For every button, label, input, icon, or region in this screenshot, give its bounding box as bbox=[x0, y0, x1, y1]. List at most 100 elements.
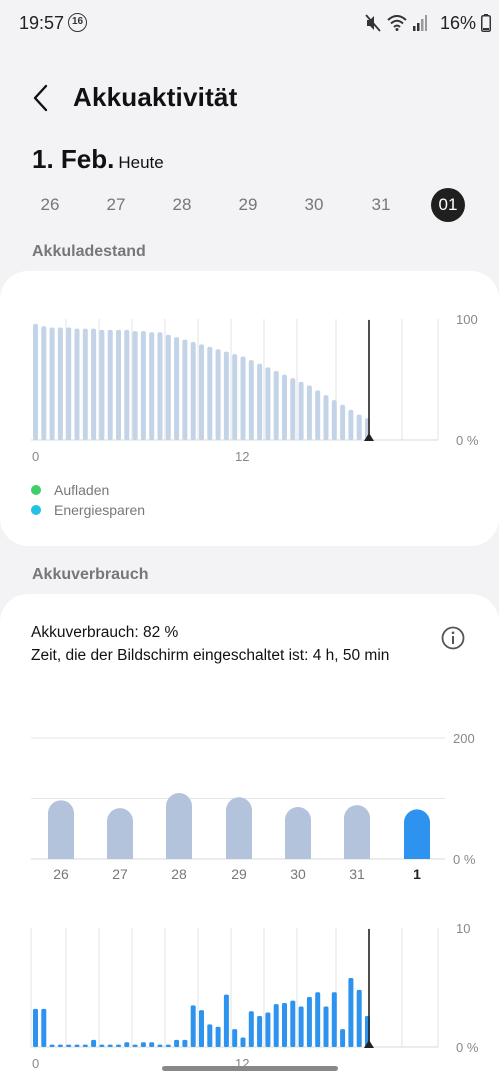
hourly-usage-bar bbox=[340, 1029, 346, 1047]
hourly-usage-bar bbox=[140, 1042, 146, 1047]
hourly-usage-bar bbox=[190, 1005, 196, 1047]
hourly-usage-bar bbox=[74, 1044, 80, 1047]
now-marker-arrow bbox=[364, 433, 374, 441]
weekly-usage-bar bbox=[344, 805, 370, 859]
battery-level-bar bbox=[99, 329, 105, 440]
battery-level-bar bbox=[33, 323, 38, 440]
date-label: Heute bbox=[118, 153, 164, 172]
weekly-usage-bar bbox=[166, 793, 192, 859]
battery-level-bar bbox=[290, 378, 296, 440]
day-29[interactable]: 29 bbox=[238, 195, 258, 214]
hourly-usage-bar bbox=[348, 977, 354, 1047]
hourly-usage-bar bbox=[306, 997, 312, 1047]
hourly-usage-bar bbox=[124, 1042, 130, 1047]
battery-level-bar bbox=[157, 332, 163, 440]
legend-dot-power-saving bbox=[31, 505, 41, 515]
day-01[interactable]: 01 bbox=[431, 188, 465, 222]
battery-level-bar bbox=[298, 381, 304, 440]
hourly-usage-bar bbox=[107, 1044, 113, 1047]
battery-level-bar bbox=[207, 346, 213, 440]
home-indicator[interactable] bbox=[162, 1066, 338, 1071]
battery-level-bar bbox=[174, 337, 180, 440]
x-tick-label: 30 bbox=[290, 866, 306, 882]
y-tick-label: 0 % bbox=[456, 1040, 479, 1055]
battery-level-bar bbox=[323, 395, 329, 440]
hourly-usage-bar bbox=[273, 1004, 279, 1047]
status-icons bbox=[365, 14, 427, 32]
page-title: Akkuaktivität bbox=[73, 82, 238, 112]
x-tick-label: 31 bbox=[349, 866, 365, 882]
y-tick-label: 0 % bbox=[456, 433, 479, 448]
x-tick-label: 12 bbox=[235, 449, 249, 464]
battery-level-bar bbox=[190, 341, 196, 440]
battery-level-bar bbox=[57, 327, 63, 440]
info-icon[interactable] bbox=[441, 626, 465, 650]
hourly-usage-bar bbox=[265, 1012, 271, 1047]
y-tick-label: 0 % bbox=[453, 852, 476, 867]
wifi-icon bbox=[387, 15, 407, 31]
legend-item-charging: Aufladen bbox=[31, 482, 109, 498]
weekly-usage-bar bbox=[107, 808, 133, 859]
battery-level-bar bbox=[182, 339, 188, 440]
signal-icon bbox=[413, 15, 427, 31]
weekly-usage-bar bbox=[226, 797, 252, 859]
battery-level-bar bbox=[306, 385, 312, 440]
day-26[interactable]: 26 bbox=[40, 195, 60, 214]
day-28[interactable]: 28 bbox=[172, 195, 192, 214]
battery-level-bar bbox=[348, 409, 354, 440]
hourly-usage-bar bbox=[199, 1010, 204, 1047]
hourly-usage-bar bbox=[356, 989, 362, 1047]
battery-level-bar bbox=[273, 371, 279, 440]
hourly-usage-bar bbox=[298, 1006, 304, 1047]
status-time: 19:57 bbox=[19, 13, 65, 33]
legend-label-power-saving: Energiesparen bbox=[54, 502, 146, 518]
battery-level-bar bbox=[331, 400, 337, 440]
hourly-usage-bar bbox=[165, 1044, 171, 1047]
day-selector: 26 27 28 29 30 31 01 bbox=[0, 188, 499, 222]
hourly-usage-bar bbox=[91, 1039, 97, 1047]
hourly-usage-bar bbox=[49, 1044, 55, 1047]
hourly-usage-bar bbox=[116, 1044, 121, 1047]
hourly-usage-bar bbox=[174, 1039, 180, 1047]
hourly-usage-bar bbox=[41, 1008, 47, 1047]
battery-level-bar bbox=[248, 360, 254, 440]
weekly-usage-bar bbox=[404, 809, 430, 859]
x-tick-label: 1 bbox=[413, 866, 421, 882]
battery-percent: 16% bbox=[440, 13, 491, 34]
x-tick-label: 26 bbox=[53, 866, 69, 882]
day-30[interactable]: 30 bbox=[304, 195, 324, 214]
hourly-usage-bar bbox=[315, 992, 321, 1047]
hourly-usage-bar bbox=[323, 1006, 329, 1047]
usage-percent: Akkuverbrauch: 82 % bbox=[31, 624, 179, 641]
battery-level-chart: 100 0 % 0 12 bbox=[31, 312, 479, 464]
hourly-usage-bar bbox=[66, 1044, 72, 1047]
battery-level-bar bbox=[240, 356, 246, 440]
x-tick-label: 0 bbox=[32, 449, 39, 464]
hourly-usage-bar bbox=[132, 1044, 138, 1047]
x-tick-label: 28 bbox=[171, 866, 187, 882]
battery-level-bar bbox=[132, 331, 138, 440]
battery-level-bar bbox=[140, 331, 146, 440]
day-31[interactable]: 31 bbox=[371, 195, 391, 214]
day-27[interactable]: 27 bbox=[106, 195, 126, 214]
legend-dot-charging bbox=[31, 485, 41, 495]
battery-level-bar bbox=[282, 374, 287, 440]
battery-level-bar bbox=[49, 327, 55, 440]
hourly-usage-bar bbox=[290, 1000, 296, 1047]
hourly-usage-bar bbox=[157, 1044, 163, 1047]
back-button[interactable] bbox=[28, 82, 56, 114]
hourly-usage-bar bbox=[57, 1044, 63, 1047]
x-tick-label: 0 bbox=[32, 1056, 39, 1069]
hourly-usage-bar bbox=[331, 992, 337, 1047]
hourly-usage-bar bbox=[282, 1002, 287, 1047]
battery-level-bar bbox=[41, 326, 47, 440]
hourly-usage-bar bbox=[82, 1044, 88, 1047]
now-marker-arrow bbox=[364, 1040, 374, 1048]
battery-level-bar bbox=[215, 349, 221, 440]
hourly-usage-bar bbox=[248, 1011, 254, 1047]
hourly-usage-chart: 10 0 % 0 12 bbox=[30, 921, 479, 1069]
status-bar: 19:57 16 16% bbox=[0, 0, 499, 48]
section-label-usage: Akkuverbrauch bbox=[32, 566, 149, 583]
battery-level-bar bbox=[74, 328, 80, 440]
battery-level-bar bbox=[91, 328, 97, 440]
